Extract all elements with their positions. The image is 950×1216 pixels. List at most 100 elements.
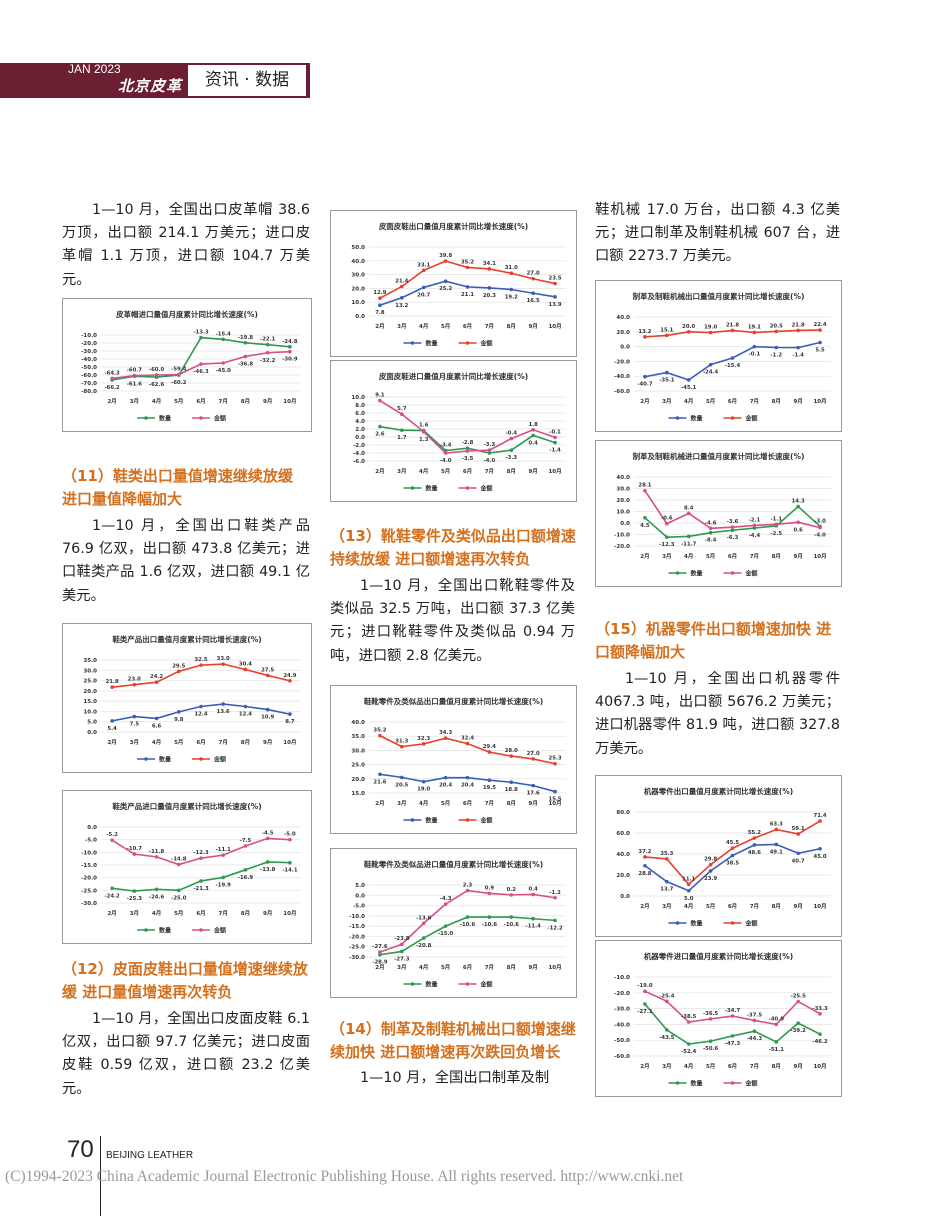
data-point	[708, 1039, 713, 1043]
data-label: -40.7	[637, 382, 653, 388]
data-point	[154, 373, 159, 377]
data-point	[730, 356, 735, 360]
data-point	[443, 736, 448, 740]
data-point	[509, 271, 514, 276]
x-tick-label: 4月	[152, 397, 161, 405]
chart-title: 制革及制鞋机械出口量值月度累计同比增长速度(%)	[633, 291, 805, 301]
data-label: -4.4	[749, 533, 761, 539]
y-tick-label: 40.0	[616, 475, 630, 481]
legend-label: 金额	[745, 920, 758, 928]
y-tick-label: 25.0	[83, 679, 97, 685]
data-label: 8.4	[684, 505, 694, 511]
data-label: -38.5	[681, 1014, 697, 1020]
data-label: -2.8	[462, 440, 474, 446]
data-point	[199, 704, 203, 709]
data-label: 0.9	[485, 885, 495, 891]
x-tick-label: 2月	[375, 467, 384, 475]
y-tick-label: 30.0	[351, 273, 365, 279]
chart-shoe-parts-import: 鞋靴零件及类似品进口量值月度累计同比增长速度(%) -30.0 -25.0 -20.0…	[330, 848, 577, 998]
legend-item: 数量	[668, 570, 703, 578]
data-label: -3.4	[440, 443, 452, 449]
data-point	[686, 888, 691, 893]
data-point	[643, 863, 647, 868]
chart-title: 皮革帽进口量值月度累计同比增长速度(%)	[115, 309, 258, 319]
data-point	[686, 882, 691, 887]
data-point	[288, 345, 292, 349]
chart-svg: 制革及制鞋机械出口量值月度累计同比增长速度(%) -60.0 -40.0 -20.0 0…	[614, 291, 831, 423]
data-point	[752, 344, 757, 349]
data-point	[531, 291, 535, 296]
data-point	[110, 685, 114, 689]
data-point	[443, 902, 448, 906]
legend-item: 金额	[192, 415, 226, 423]
x-tick-label: 8月	[241, 738, 250, 746]
data-point	[730, 525, 735, 529]
data-point	[400, 744, 404, 749]
chart-machine-parts-import: 机器零件进口量值月度累计同比增长速度(%) -60.0 -50.0 -40.0 -30.…	[595, 940, 842, 1097]
data-label: 15.1	[660, 327, 673, 333]
data-point	[796, 328, 800, 333]
data-point	[465, 888, 470, 893]
x-tick-label: 4月	[152, 909, 161, 917]
data-point	[421, 921, 426, 926]
y-tick-label: 20.0	[83, 689, 97, 695]
data-label: -12.2	[547, 925, 563, 931]
x-tick-label: 7月	[750, 1062, 759, 1070]
data-point	[221, 361, 226, 365]
legend-item: 金额	[192, 927, 226, 935]
data-point	[708, 869, 713, 873]
data-label: 10.9	[261, 715, 274, 721]
data-point	[400, 284, 404, 289]
y-tick-label: 0.0	[87, 730, 97, 736]
data-point	[686, 330, 691, 334]
legend-item: 数量	[403, 981, 438, 989]
data-point	[378, 950, 382, 954]
data-label: 1.3	[419, 437, 429, 443]
x-tick-label: 5月	[441, 963, 450, 971]
legend-label: 金额	[745, 1080, 758, 1088]
x-tick-label: 10月	[548, 963, 561, 971]
y-tick-label: -60.0	[614, 1054, 630, 1060]
data-label: 20.3	[483, 293, 496, 299]
legend-marker	[410, 486, 415, 490]
data-label: -12.3	[193, 850, 209, 856]
x-tick-label: 10月	[548, 799, 561, 807]
data-label: -20.8	[416, 943, 432, 949]
data-point	[531, 433, 535, 438]
x-tick-label: 5月	[441, 322, 450, 330]
data-point	[752, 1018, 757, 1023]
legend-label: 数量	[159, 415, 171, 423]
data-label: -1.2	[549, 890, 561, 896]
data-point	[288, 712, 292, 716]
data-label: 19.2	[505, 295, 518, 301]
paragraph-machine-parts: 1—10 月，全国出口机器零件 4067.3 吨，出口额 5676.2 万美元；…	[595, 671, 840, 757]
y-tick-label: -30.0	[81, 349, 97, 355]
data-point	[465, 446, 470, 450]
data-point	[400, 949, 404, 954]
data-point	[487, 448, 492, 452]
y-tick-label: -40.0	[614, 1022, 630, 1028]
paragraph-footwear: 1—10 月，全国出口鞋类产品 76.9 亿双，出口额 473.8 亿美元；进口…	[62, 518, 310, 604]
data-label: 9.1	[375, 393, 385, 399]
data-label: 13.2	[395, 303, 408, 309]
x-tick-label: 3月	[130, 909, 139, 917]
data-point	[265, 673, 270, 678]
x-tick-label: 6月	[196, 909, 205, 917]
data-label: -0.1	[549, 429, 561, 435]
legend-marker	[730, 416, 735, 420]
x-tick-label: 9月	[263, 909, 272, 917]
data-point	[531, 757, 535, 761]
x-tick-label: 10月	[283, 909, 296, 917]
y-tick-label: 0.0	[355, 893, 365, 899]
x-tick-label: 10月	[813, 902, 826, 910]
y-tick-label: -40.0	[81, 357, 97, 363]
data-point	[465, 915, 470, 919]
data-point	[400, 428, 404, 432]
y-tick-label: 15.0	[351, 791, 365, 797]
data-label: 29.5	[172, 663, 185, 669]
data-point	[796, 345, 800, 350]
data-point	[665, 999, 669, 1004]
y-tick-label: 30.0	[351, 748, 365, 754]
data-label: -15.4	[216, 331, 232, 337]
y-tick-label: -2.0	[353, 443, 365, 449]
